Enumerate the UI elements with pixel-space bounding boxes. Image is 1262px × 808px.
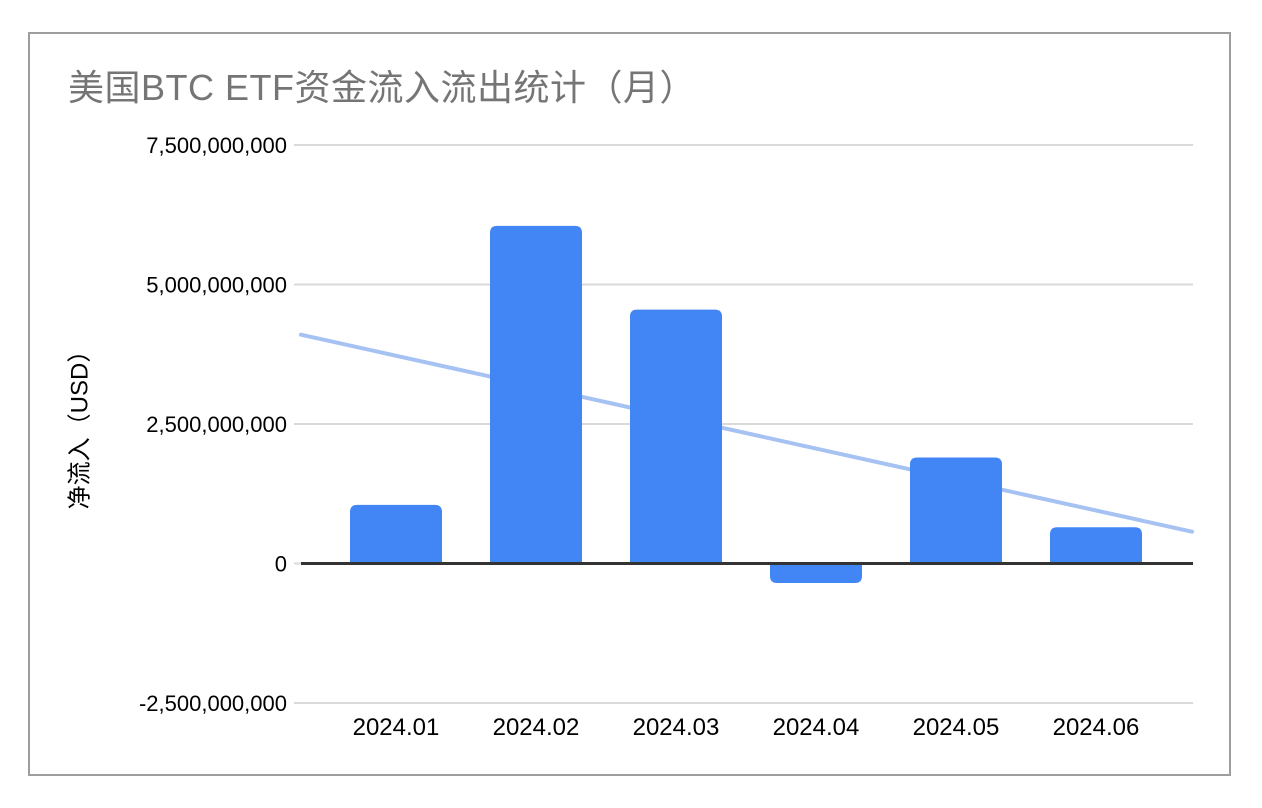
y-tick-label: 5,000,000,000	[146, 273, 287, 298]
trendline	[299, 332, 1194, 534]
y-tick-label: 2,500,000,000	[146, 412, 287, 437]
x-tick-label: 2024.01	[353, 714, 440, 741]
x-tick-label: 2024.02	[493, 714, 580, 741]
y-tick-label: -2,500,000,000	[139, 691, 287, 716]
bar-2024.05[interactable]	[910, 457, 1002, 564]
bar-2024.06[interactable]	[1050, 527, 1142, 564]
bar-2024.02[interactable]	[490, 225, 582, 564]
y-tick-label: 0	[275, 552, 287, 577]
x-tick-label: 2024.05	[913, 714, 1000, 741]
x-tick-label: 2024.04	[773, 714, 860, 741]
x-tick-label: 2024.06	[1053, 714, 1140, 741]
bar-2024.03[interactable]	[630, 309, 722, 564]
bar-2024.04[interactable]	[770, 563, 862, 584]
chart-title: 美国BTC ETF资金流入流出统计（月）	[68, 67, 696, 108]
chart-card	[28, 32, 1231, 776]
y-tick-label: 7,500,000,000	[146, 133, 287, 158]
x-tick-label: 2024.03	[633, 714, 720, 741]
bar-2024.01[interactable]	[350, 504, 442, 564]
